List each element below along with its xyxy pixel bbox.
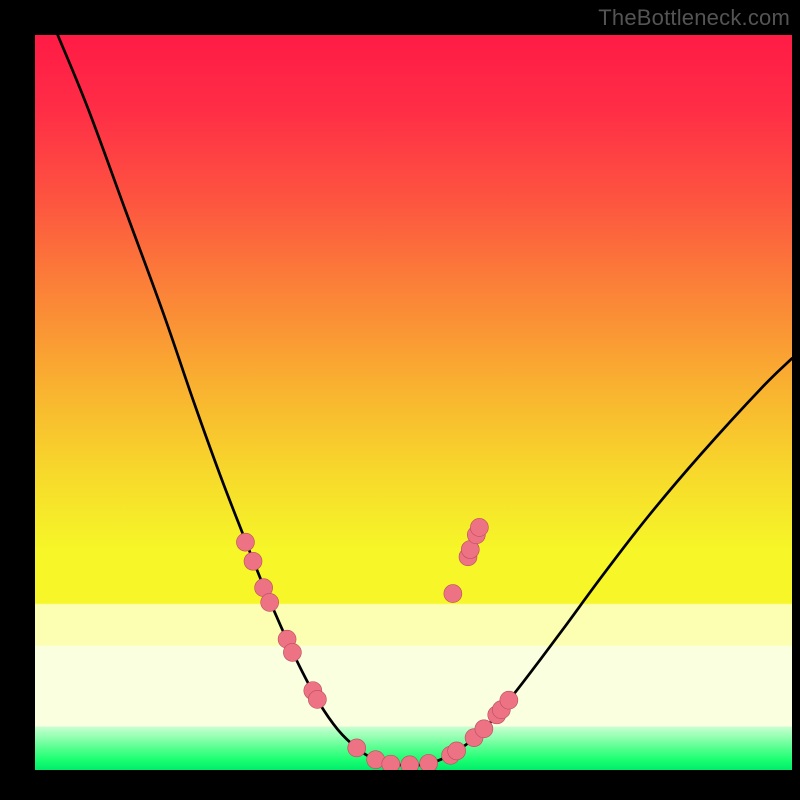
watermark-text: TheBottleneck.com (598, 5, 790, 31)
data-marker (448, 742, 466, 760)
data-marker (236, 533, 254, 551)
data-marker (382, 755, 400, 770)
data-marker (470, 518, 488, 536)
data-marker (308, 690, 326, 708)
data-marker (283, 643, 301, 661)
data-marker (261, 593, 279, 611)
marker-group (236, 518, 517, 770)
data-marker (444, 585, 462, 603)
bottleneck-curve (58, 35, 792, 766)
data-marker (475, 720, 493, 738)
data-marker (500, 691, 518, 709)
data-marker (401, 756, 419, 770)
data-marker (348, 739, 366, 757)
data-marker (420, 754, 438, 770)
data-marker (244, 552, 262, 570)
curve-layer (35, 35, 792, 770)
plot-area (35, 35, 792, 770)
